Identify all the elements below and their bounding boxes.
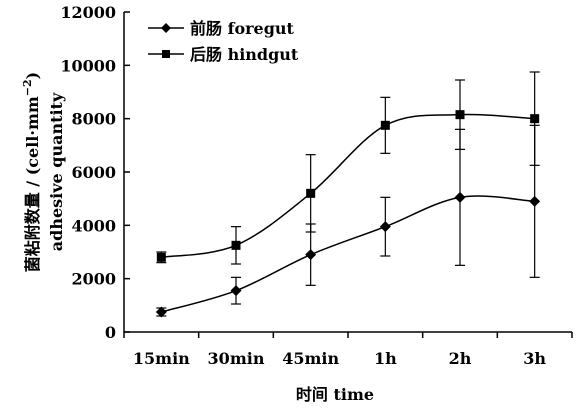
series-layer: [155, 71, 541, 318]
x-tick-label: 45min: [282, 349, 339, 368]
legend-diamond-marker: [161, 23, 171, 33]
y-axis-title-main: 菌粘附数量 / (cell·mm: [23, 96, 42, 272]
legend-label-hindgut: 后肠 hindgut: [190, 45, 299, 64]
data-point: [379, 221, 391, 233]
data-point: [530, 114, 540, 124]
x-tick-label: 2h: [449, 349, 472, 368]
data-point: [380, 120, 390, 130]
x-tick-label: 3h: [523, 349, 546, 368]
data-point: [156, 252, 166, 262]
x-tick-label: 15min: [133, 349, 190, 368]
data-point: [305, 249, 317, 261]
x-tick-label: 1h: [374, 349, 397, 368]
y-axis-title-line1: 菌粘附数量 / (cell·mm−2): [21, 72, 42, 273]
series-hindgut: [156, 71, 540, 265]
y-tick-label: 4000: [71, 216, 116, 235]
y-axis-title-line2: adhesive quantity: [47, 92, 66, 251]
y-tick-label: 12000: [60, 3, 116, 22]
data-point: [231, 240, 241, 250]
series-line: [161, 195, 535, 313]
y-tick-label: 2000: [71, 270, 116, 289]
y-axis-title-sup: −2: [21, 79, 34, 96]
y-tick-label: 0: [105, 323, 116, 342]
y-axis-title-end: ): [23, 72, 42, 80]
data-point: [306, 188, 316, 198]
legend: 前肠 foregut 后肠 hindgut: [148, 19, 299, 64]
y-tick-label: 6000: [71, 163, 116, 182]
y-tick-label: 8000: [71, 110, 116, 129]
data-point: [155, 306, 167, 318]
series-foregut: [155, 124, 541, 318]
data-point: [455, 110, 465, 120]
y-ticks: 0 2000 4000 6000 8000 10000 12000: [60, 3, 130, 342]
data-point: [529, 195, 541, 207]
series-line: [161, 113, 535, 259]
y-tick-label: 10000: [60, 56, 116, 75]
x-tick-label: 30min: [208, 349, 265, 368]
legend-label-foregut: 前肠 foregut: [190, 19, 295, 38]
x-ticks: 15min 30min 45min 1h 2h 3h: [123, 332, 573, 368]
x-axis-title: 时间 time: [296, 385, 374, 404]
data-point: [230, 285, 242, 297]
legend-square-marker: [162, 50, 170, 58]
data-point: [454, 191, 466, 203]
